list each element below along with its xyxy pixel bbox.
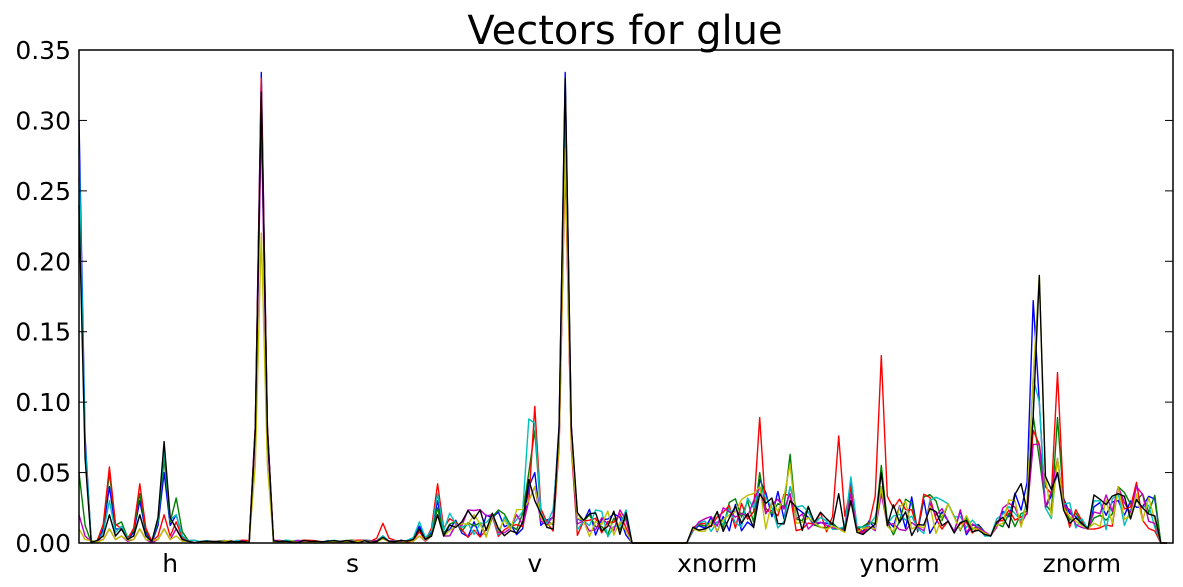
series-line-1 [78, 71, 1167, 544]
y-tick-label: 0.10 [15, 388, 71, 417]
chart-title: Vectors for glue [467, 8, 782, 54]
y-tick-label: 0.05 [15, 459, 71, 488]
x-category-label: s [346, 549, 359, 578]
series-line-7 [78, 77, 1167, 544]
x-category-label: v [527, 549, 542, 578]
series-line-5 [78, 119, 1167, 544]
series-line-6 [78, 147, 1167, 544]
y-tick-label: 0.15 [15, 318, 71, 347]
series-line-3 [78, 77, 1167, 544]
x-category-label: znorm [1043, 549, 1121, 578]
y-tick-label: 0.35 [15, 36, 71, 65]
x-axis: h s v xnorm ynorm znorm [162, 549, 1121, 578]
y-tick-label: 0.00 [15, 529, 71, 558]
x-category-label: xnorm [677, 549, 757, 578]
y-tick-label: 0.30 [15, 106, 71, 135]
plot-frame [78, 49, 1174, 544]
x-category-label: ynorm [859, 549, 939, 578]
series-line-4 [78, 105, 1167, 544]
y-axis: 0.00 0.05 0.10 0.15 0.20 0.25 0.30 0.35 [15, 36, 1173, 558]
x-category-label: h [162, 549, 178, 578]
series-line-2 [78, 105, 1167, 544]
y-tick-label: 0.20 [15, 247, 71, 276]
y-tick-label: 0.25 [15, 177, 71, 206]
series-layer [78, 71, 1167, 544]
